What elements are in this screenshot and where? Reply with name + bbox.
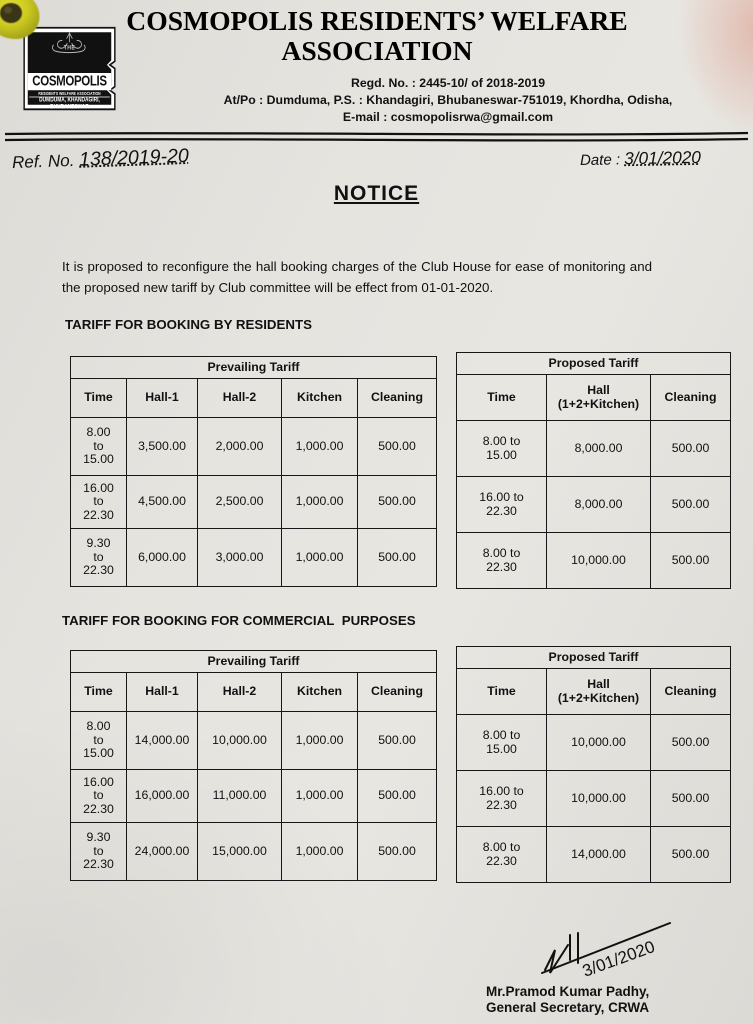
svg-text:THE: THE: [64, 45, 76, 52]
svg-text:RESIDENTS WELFARE ASSOCIATION: RESIDENTS WELFARE ASSOCIATION: [38, 91, 100, 95]
svg-text:COSMOPOLIS: COSMOPOLIS: [32, 72, 107, 89]
svg-text:DUMDUMA, KHANDAGIRI,: DUMDUMA, KHANDAGIRI,: [39, 97, 100, 104]
svg-text:BHUBANESWAR: BHUBANESWAR: [50, 104, 89, 111]
